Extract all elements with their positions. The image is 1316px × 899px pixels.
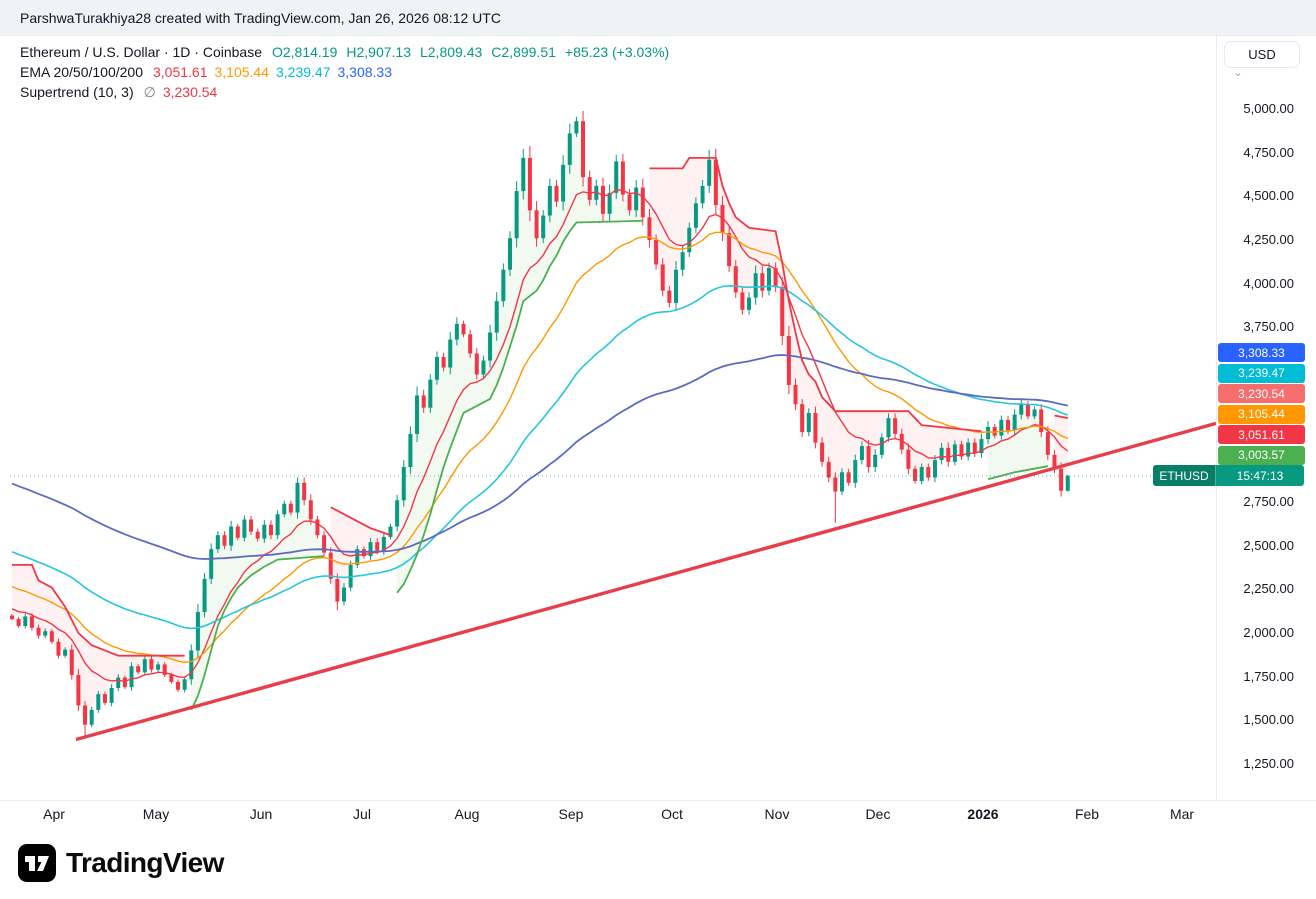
symbol-label: ETHUSD xyxy=(1153,465,1216,487)
tradingview-logo-icon xyxy=(18,844,56,882)
price-axis-label: 2,000.00 xyxy=(1243,625,1294,640)
ema-values: 3,051.61 3,105.44 3,239.47 3,308.33 xyxy=(153,62,399,82)
time-axis-label: Feb xyxy=(1074,806,1100,822)
time-axis-label: Jul xyxy=(353,806,371,822)
price-axis-label: 4,000.00 xyxy=(1243,275,1294,291)
trendline[interactable] xyxy=(75,421,1216,742)
ohlc-item: L2,809.43 xyxy=(419,44,483,60)
price-badge: 3,230.54 xyxy=(1218,384,1305,404)
price-badge: 3,051.61 xyxy=(1218,425,1305,445)
price-badge: 3,105.44 xyxy=(1218,404,1305,424)
price-axis-label: 4,500.00 xyxy=(1243,188,1294,204)
time-axis-label: Dec xyxy=(865,806,891,822)
time-axis-label: Apr xyxy=(43,806,65,822)
symbol-countdown-badge: ETHUSD 15:47:13 xyxy=(1153,465,1304,487)
average-icon: ∅ xyxy=(143,84,156,100)
price-badge: 3,239.47 xyxy=(1218,363,1305,383)
ema-line xyxy=(11,188,1069,683)
ohlc-item: H2,907.13 xyxy=(346,44,411,60)
legend-supertrend-row[interactable]: Supertrend (10, 3) ∅ 3,230.54 xyxy=(20,82,669,102)
price-axis-label: 5,000.00 xyxy=(1243,101,1294,116)
price-axis-label: 1,500.00 xyxy=(1243,712,1294,728)
price-axis-label: 2,750.00 xyxy=(1243,494,1294,509)
symbol-title: Ethereum / U.S. Dollar · 1D · Coinbase xyxy=(20,44,262,60)
time-axis-label: Jun xyxy=(249,806,273,822)
time-axis-label: Mar xyxy=(1169,806,1195,822)
price-axis-label: 1,750.00 xyxy=(1243,668,1294,684)
chart-legend: Ethereum / U.S. Dollar · 1D · Coinbase O… xyxy=(20,42,669,102)
price-badge: 3,003.57 xyxy=(1218,445,1305,465)
supertrend-value: 3,230.54 xyxy=(162,84,218,100)
time-axis-label: Sep xyxy=(558,806,584,822)
attribution-text: ParshwaTurakhiya28 created with TradingV… xyxy=(20,9,501,26)
change-value: +85.23 (+3.03%) xyxy=(564,44,670,60)
ema-indicator-title: EMA 20/50/100/200 xyxy=(20,64,143,80)
time-axis-label: Aug xyxy=(454,806,480,822)
supertrend-indicator-title: Supertrend (10, 3) xyxy=(20,84,134,100)
ema-line xyxy=(11,354,1068,560)
ohlc-values: O2,814.19 H2,907.13 L2,809.43 C2,899.51 xyxy=(272,42,565,62)
attribution-bar: ParshwaTurakhiya28 created with TradingV… xyxy=(0,0,1316,36)
tradingview-brand-text: TradingView xyxy=(66,847,224,878)
price-axis-label: 1,250.00 xyxy=(1243,756,1294,771)
ema-value: 3,051.61 xyxy=(153,64,208,80)
chevron-down-icon[interactable]: ⌄ xyxy=(1233,67,1243,79)
supertrend-lines xyxy=(12,157,1068,711)
ema-value: 3,308.33 xyxy=(337,64,393,80)
time-axis-label: May xyxy=(142,806,170,822)
price-axis-label: 4,750.00 xyxy=(1243,144,1294,160)
ema-value: 3,105.44 xyxy=(214,64,270,80)
time-axis-label: Nov xyxy=(764,806,790,822)
ohlc-item: O2,814.19 xyxy=(271,44,338,60)
axis-separator-vertical xyxy=(1216,36,1217,800)
ema-line xyxy=(11,284,1069,630)
ema-lines xyxy=(11,188,1069,683)
price-axis-label: 3,750.00 xyxy=(1243,319,1294,335)
price-axis-label: 2,250.00 xyxy=(1243,581,1294,597)
price-axis-label: 2,500.00 xyxy=(1243,537,1294,553)
price-axis-label: 4,250.00 xyxy=(1243,232,1294,247)
legend-ema-row[interactable]: EMA 20/50/100/200 3,051.61 3,105.44 3,239.… xyxy=(20,62,669,82)
time-axis-label: 2026 xyxy=(967,806,999,822)
price-badge: 3,308.33 xyxy=(1218,343,1305,363)
time-axis-label: Oct xyxy=(661,806,683,822)
price-chart-canvas[interactable] xyxy=(0,36,1216,800)
candles-layer xyxy=(10,110,1070,739)
tradingview-logo[interactable]: TradingView xyxy=(18,844,224,882)
legend-symbol-row[interactable]: Ethereum / U.S. Dollar · 1D · Coinbase O… xyxy=(20,42,669,62)
ema-value: 3,239.47 xyxy=(276,64,331,80)
ema-line xyxy=(11,231,1069,664)
axis-separator-horizontal xyxy=(0,800,1316,801)
currency-toggle-button[interactable]: USD xyxy=(1224,41,1300,68)
bar-countdown: 15:47:13 xyxy=(1216,465,1304,487)
ohlc-item: C2,899.51 xyxy=(491,44,556,60)
